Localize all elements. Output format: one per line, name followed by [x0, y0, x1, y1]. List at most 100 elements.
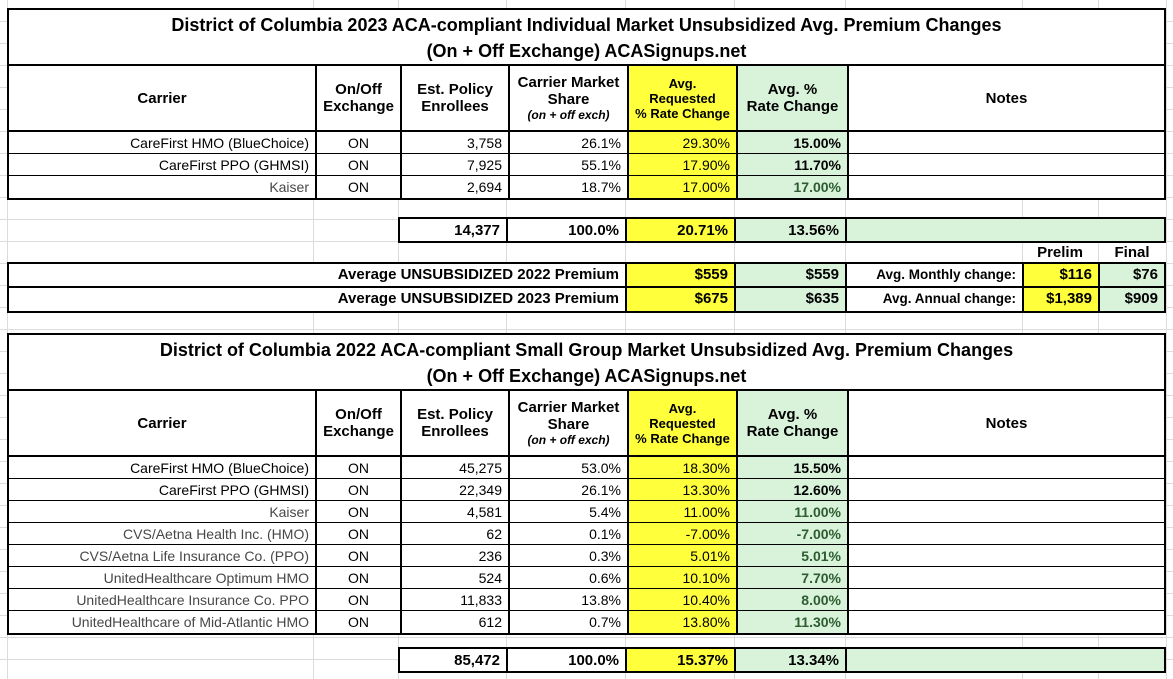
cell-requested-rate[interactable]: 13.80% [627, 611, 736, 633]
summary-change-label[interactable]: Avg. Annual change: [845, 288, 1022, 311]
total-market-share[interactable]: 100.0% [506, 219, 625, 241]
summary-approved-premium[interactable]: $635 [734, 288, 845, 311]
cell-requested-rate[interactable]: 10.40% [627, 589, 736, 610]
cell-exchange[interactable]: ON [315, 567, 400, 588]
cell-carrier[interactable]: UnitedHealthcare Insurance Co. PPO [76, 592, 309, 608]
cell-enrollees[interactable]: 3,758 [400, 132, 508, 153]
header-requested-rate[interactable]: Avg. Requested % Rate Change [627, 391, 736, 455]
cell-exchange[interactable]: ON [315, 479, 400, 500]
cell-carrier[interactable]: CareFirst HMO (BlueChoice) [130, 135, 309, 151]
cell-approved-rate[interactable]: 8.00% [736, 589, 847, 610]
summary-final-value[interactable]: $909 [1098, 288, 1164, 311]
cell-market-share[interactable]: 0.1% [508, 523, 627, 544]
total-enrollees[interactable]: 14,377 [454, 222, 500, 239]
total-requested-rate[interactable]: 20.71% [625, 219, 734, 241]
cell-notes[interactable] [847, 545, 1164, 566]
cell-market-share[interactable]: 13.8% [508, 589, 627, 610]
summary-label[interactable]: Average UNSUBSIDIZED 2023 Premium [337, 290, 619, 307]
cell-exchange[interactable]: ON [315, 457, 400, 478]
header-carrier[interactable]: Carrier [137, 414, 187, 432]
cell-notes[interactable] [847, 501, 1164, 522]
cell-notes[interactable] [847, 154, 1164, 175]
cell-notes[interactable] [847, 176, 1164, 198]
cell-market-share[interactable]: 53.0% [508, 457, 627, 478]
cell-carrier[interactable]: Kaiser [269, 504, 309, 520]
cell-notes[interactable] [847, 523, 1164, 544]
cell-enrollees[interactable]: 11,833 [400, 589, 508, 610]
cell-enrollees[interactable]: 2,694 [400, 176, 508, 198]
cell-exchange[interactable]: ON [315, 589, 400, 610]
cell-market-share[interactable]: 5.4% [508, 501, 627, 522]
cell-exchange[interactable]: ON [315, 611, 400, 633]
cell-enrollees[interactable]: 612 [400, 611, 508, 633]
table1-title[interactable]: District of Columbia 2023 ACA-compliant … [9, 10, 1164, 66]
cell-exchange[interactable]: ON [315, 523, 400, 544]
cell-market-share[interactable]: 18.7% [508, 176, 627, 198]
prelim-label[interactable]: Prelim [1037, 244, 1083, 261]
cell-enrollees[interactable]: 45,275 [400, 457, 508, 478]
cell-approved-rate[interactable]: 11.70% [736, 154, 847, 175]
cell-requested-rate[interactable]: 5.01% [627, 545, 736, 566]
header-carrier[interactable]: Carrier [137, 89, 187, 107]
cell-market-share[interactable]: 26.1% [508, 132, 627, 153]
total-market-share[interactable]: 100.0% [506, 649, 625, 671]
cell-notes[interactable] [847, 132, 1164, 153]
cell-exchange[interactable]: ON [315, 132, 400, 153]
cell-carrier[interactable]: CareFirst HMO (BlueChoice) [130, 460, 309, 476]
summary-change-label[interactable]: Avg. Monthly change: [845, 264, 1022, 286]
cell-requested-rate[interactable]: 17.90% [627, 154, 736, 175]
cell-requested-rate[interactable]: 10.10% [627, 567, 736, 588]
cell-carrier[interactable]: UnitedHealthcare Optimum HMO [103, 570, 309, 586]
cell-carrier[interactable]: UnitedHealthcare of Mid-Atlantic HMO [71, 614, 309, 630]
header-exchange[interactable]: On/Off Exchange [315, 66, 400, 130]
cell-carrier[interactable]: CareFirst PPO (GHMSI) [158, 482, 309, 498]
cell-notes[interactable] [847, 479, 1164, 500]
total-approved-rate[interactable]: 13.34% [734, 649, 845, 671]
header-requested-rate[interactable]: Avg. Requested % Rate Change [627, 66, 736, 130]
summary-label[interactable]: Average UNSUBSIDIZED 2022 Premium [337, 266, 619, 283]
cell-notes[interactable] [847, 589, 1164, 610]
cell-exchange[interactable]: ON [315, 176, 400, 198]
header-notes[interactable]: Notes [847, 66, 1164, 130]
cell-notes[interactable] [847, 457, 1164, 478]
header-notes[interactable]: Notes [847, 391, 1164, 455]
summary-prelim-value[interactable]: $116 [1022, 264, 1098, 286]
cell-exchange[interactable]: ON [315, 545, 400, 566]
cell-exchange[interactable]: ON [315, 154, 400, 175]
summary-final-value[interactable]: $76 [1098, 264, 1164, 286]
cell-requested-rate[interactable]: 29.30% [627, 132, 736, 153]
summary-approved-premium[interactable]: $559 [734, 264, 845, 286]
header-approved-rate[interactable]: Avg. % Rate Change [736, 66, 847, 130]
cell-enrollees[interactable]: 524 [400, 567, 508, 588]
cell-requested-rate[interactable]: 13.30% [627, 479, 736, 500]
total-approved-rate[interactable]: 13.56% [734, 219, 845, 241]
cell-market-share[interactable]: 0.7% [508, 611, 627, 633]
cell-market-share[interactable]: 0.3% [508, 545, 627, 566]
cell-market-share[interactable]: 55.1% [508, 154, 627, 175]
cell-carrier[interactable]: CVS/Aetna Life Insurance Co. (PPO) [79, 548, 309, 564]
table2-title[interactable]: District of Columbia 2022 ACA-compliant … [9, 335, 1164, 391]
cell-approved-rate[interactable]: 15.00% [736, 132, 847, 153]
cell-enrollees[interactable]: 236 [400, 545, 508, 566]
cell-approved-rate[interactable]: 11.00% [736, 501, 847, 522]
cell-notes[interactable] [847, 567, 1164, 588]
header-approved-rate[interactable]: Avg. % Rate Change [736, 391, 847, 455]
summary-requested-premium[interactable]: $675 [625, 288, 734, 311]
final-label[interactable]: Final [1114, 244, 1150, 261]
cell-enrollees[interactable]: 62 [400, 523, 508, 544]
cell-requested-rate[interactable]: -7.00% [627, 523, 736, 544]
cell-approved-rate[interactable]: 15.50% [736, 457, 847, 478]
total-requested-rate[interactable]: 15.37% [625, 649, 734, 671]
header-enrollees[interactable]: Est. Policy Enrollees [400, 391, 508, 455]
cell-notes[interactable] [847, 611, 1164, 633]
cell-approved-rate[interactable]: 11.30% [736, 611, 847, 633]
header-exchange[interactable]: On/Off Exchange [315, 391, 400, 455]
cell-approved-rate[interactable]: 12.60% [736, 479, 847, 500]
cell-carrier[interactable]: CVS/Aetna Health Inc. (HMO) [123, 526, 309, 542]
total-enrollees[interactable]: 85,472 [454, 652, 500, 669]
cell-approved-rate[interactable]: 7.70% [736, 567, 847, 588]
cell-market-share[interactable]: 0.6% [508, 567, 627, 588]
cell-requested-rate[interactable]: 18.30% [627, 457, 736, 478]
header-market-share[interactable]: Carrier Market Share (on + off exch) [508, 66, 627, 130]
cell-approved-rate[interactable]: -7.00% [736, 523, 847, 544]
